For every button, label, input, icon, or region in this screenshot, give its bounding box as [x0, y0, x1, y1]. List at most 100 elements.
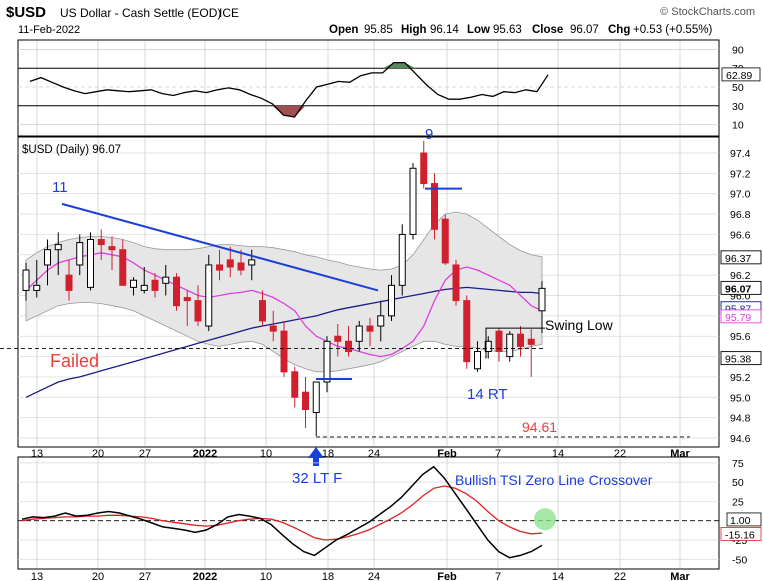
candle-body	[377, 315, 385, 327]
exchange: ICE	[219, 6, 239, 20]
annotation-failed: Failed	[50, 351, 99, 371]
candle-body	[312, 381, 320, 414]
candle-body	[463, 300, 471, 363]
candle-body	[334, 335, 342, 342]
low-arrow	[308, 447, 324, 466]
candle-body	[452, 264, 460, 302]
rsi-value-label: 62.89	[726, 70, 752, 82]
x-tick-label: 7	[495, 448, 501, 460]
candle-body	[409, 167, 417, 235]
price-tick-label: 95.6	[730, 331, 751, 343]
candle-body	[474, 350, 481, 370]
high-label: High	[401, 24, 427, 36]
chg-label: Chg	[608, 24, 630, 36]
price-panel-frame	[17, 136, 720, 448]
candle-body	[280, 330, 288, 373]
price-panel: 94.694.895.095.295.495.695.896.096.296.4…	[0, 140, 762, 466]
tsi-value-label: 1.00	[730, 515, 751, 527]
candle-body	[388, 284, 395, 317]
symbol: $USD	[6, 4, 46, 21]
candle-body	[538, 287, 546, 312]
x-tick-label-bottom: Mar	[670, 571, 690, 581]
candle-body	[259, 300, 266, 322]
x-tick-label: 2022	[193, 448, 217, 460]
x-tick-label: 20	[92, 448, 104, 460]
candle-body	[173, 276, 180, 307]
brand-label: © StockCharts.com	[660, 6, 755, 18]
x-tick-label: 24	[368, 448, 380, 460]
x-tick-label-bottom: 24	[368, 571, 380, 581]
x-tick-label-bottom: 7	[495, 571, 501, 581]
candle-body	[205, 264, 213, 327]
candle-body	[323, 340, 331, 383]
description: US Dollar - Cash Settle (EOD)	[60, 6, 221, 20]
candle-body	[517, 333, 524, 347]
candle-body	[130, 279, 137, 288]
price-tick-label: 97.2	[730, 168, 751, 180]
price-axis-tag-label: 96.37	[725, 253, 751, 265]
rsi-tick-label: 10	[732, 120, 744, 132]
x-tick-label-bottom: 10	[260, 571, 272, 581]
rsi-panel: 103050709062.89	[18, 44, 761, 132]
low-label: Low	[467, 24, 490, 36]
open-label: Open	[329, 24, 358, 36]
price-legend: $USD (Daily) 96.07	[22, 144, 121, 156]
trend-line	[61, 202, 379, 292]
x-tick-label: 22	[614, 448, 626, 460]
tsi-value-box	[726, 512, 762, 527]
x-tick-label: Mar	[670, 448, 690, 460]
x-tick-label: 10	[260, 448, 272, 460]
candle-body	[431, 183, 438, 230]
candle-body	[237, 262, 245, 271]
candle-body	[345, 340, 352, 352]
x-tick-label: 14	[552, 448, 564, 460]
close-value: 96.07	[570, 24, 599, 36]
tsi-panel-frame	[17, 456, 720, 570]
candle-body	[119, 249, 127, 286]
candle-body	[366, 325, 374, 332]
candle-body	[33, 284, 41, 291]
x-tick-label-bottom: 13	[31, 571, 43, 581]
x-tick-label-bottom: 22	[614, 571, 626, 581]
x-axis-labels: 13 13 20 20 27 27 2022 2022 10 10 18 18 24 24 Feb Feb 7 7…	[31, 448, 691, 581]
candle-body	[194, 300, 202, 322]
annotation-9461: 94.61	[522, 419, 557, 435]
candle-body	[302, 391, 309, 411]
price-tick-label: 95.0	[730, 392, 751, 404]
candle-body	[54, 244, 62, 251]
candle-body	[151, 279, 159, 291]
tsi-tick-label: 50	[732, 477, 744, 489]
price-tick-label: 94.6	[730, 433, 751, 445]
tsi-tick-label: -50	[732, 554, 747, 566]
annotation-9: 9	[425, 126, 433, 143]
price-axis-tag	[720, 351, 762, 366]
tsi-signal-line	[21, 485, 543, 541]
price-tick-label: 97.0	[730, 189, 751, 201]
rsi-tick-label: 90	[732, 44, 744, 56]
tsi-tick-label: 75	[732, 458, 744, 470]
x-tick-label: 13	[31, 448, 43, 460]
annotation-32-lt-f: 32 LT F	[292, 470, 342, 487]
x-tick-label-bottom: 18	[322, 571, 334, 581]
chart-header: $USD US Dollar - Cash Settle (EOD) ICE 1…	[6, 4, 755, 36]
rsi-overbought-fill	[382, 62, 416, 69]
price-axis-tag-label: 95.38	[725, 354, 751, 366]
rsi-tick-label: 50	[732, 82, 744, 94]
rsi-panel-frame	[17, 39, 720, 137]
price-axis-tag	[720, 280, 762, 295]
rsi-oversold-fill	[272, 105, 306, 118]
swing-low-bracket	[485, 327, 545, 359]
low-value: 95.63	[493, 24, 522, 36]
chart-date: 11-Feb-2022	[18, 24, 80, 36]
candle-body	[97, 239, 105, 246]
candle-body	[484, 340, 492, 352]
x-tick-label: 18	[322, 448, 334, 460]
x-tick-label-bottom: 2022	[193, 571, 217, 581]
candle-body	[183, 297, 191, 302]
price-axis-tag	[720, 250, 762, 265]
annotation-14-rt: 14 RT	[467, 386, 508, 403]
candle-body	[44, 249, 51, 266]
rsi-line	[29, 61, 549, 118]
price-tick-label: 94.8	[730, 413, 751, 425]
candle-body	[269, 325, 277, 332]
